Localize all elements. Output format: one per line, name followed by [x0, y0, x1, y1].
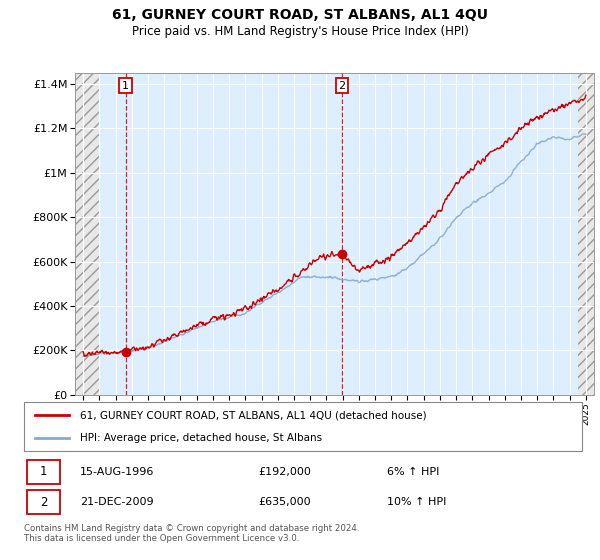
Text: 2: 2	[338, 81, 346, 91]
FancyBboxPatch shape	[27, 490, 60, 514]
Bar	[75, 73, 100, 395]
Text: 15-AUG-1996: 15-AUG-1996	[80, 467, 154, 477]
Text: 61, GURNEY COURT ROAD, ST ALBANS, AL1 4QU (detached house): 61, GURNEY COURT ROAD, ST ALBANS, AL1 4Q…	[80, 410, 427, 421]
Text: Contains HM Land Registry data © Crown copyright and database right 2024.
This d: Contains HM Land Registry data © Crown c…	[24, 524, 359, 543]
Text: 21-DEC-2009: 21-DEC-2009	[80, 497, 154, 507]
Text: HPI: Average price, detached house, St Albans: HPI: Average price, detached house, St A…	[80, 433, 322, 444]
Text: 10% ↑ HPI: 10% ↑ HPI	[387, 497, 446, 507]
FancyBboxPatch shape	[27, 460, 60, 484]
Text: 1: 1	[40, 465, 47, 478]
Text: £635,000: £635,000	[259, 497, 311, 507]
Text: 2: 2	[40, 496, 47, 508]
Text: 61, GURNEY COURT ROAD, ST ALBANS, AL1 4QU: 61, GURNEY COURT ROAD, ST ALBANS, AL1 4Q…	[112, 8, 488, 22]
FancyBboxPatch shape	[24, 402, 582, 451]
Bar	[578, 73, 594, 395]
Text: Price paid vs. HM Land Registry's House Price Index (HPI): Price paid vs. HM Land Registry's House …	[131, 25, 469, 38]
Text: 6% ↑ HPI: 6% ↑ HPI	[387, 467, 439, 477]
Text: £192,000: £192,000	[259, 467, 311, 477]
Text: 1: 1	[122, 81, 129, 91]
